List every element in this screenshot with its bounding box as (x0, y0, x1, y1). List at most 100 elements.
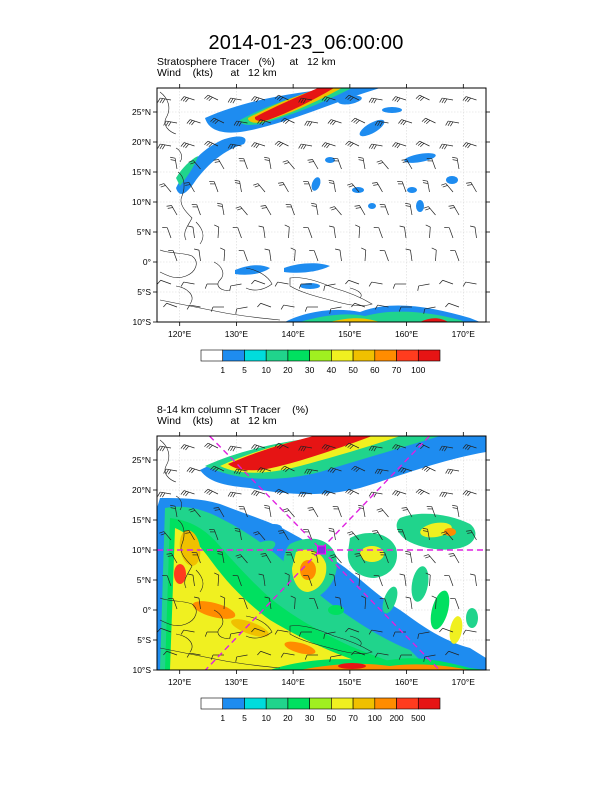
wind-barb (260, 302, 272, 308)
wind-barb (377, 120, 389, 124)
wind-barb-feather (345, 280, 349, 285)
lon-label: 150°E (338, 329, 362, 339)
wind-barb-feather (257, 303, 261, 308)
lat-label: 10°N (132, 197, 151, 207)
wind-barb (429, 227, 431, 239)
lon-label: 170°E (452, 329, 476, 339)
wind-barb-feather (274, 140, 279, 145)
wind-barb-feather (188, 508, 194, 511)
wind-barb-feather (190, 162, 196, 165)
wind-barb-feather (182, 491, 187, 496)
wind-barb (172, 250, 178, 262)
wind-barb-feather (373, 184, 379, 186)
wind-barb-feather (323, 491, 328, 496)
wind-barb-feather (165, 121, 169, 126)
wind-barb (395, 490, 407, 495)
wind-barb-feather (329, 308, 332, 314)
wind-barb-feather (186, 304, 190, 310)
wind-barb (431, 506, 436, 518)
wind-barb-feather (345, 442, 350, 447)
wind-barb-feather (396, 143, 401, 149)
wind-barb (330, 654, 342, 658)
wind-barb-feather (444, 446, 448, 452)
wind-barb-feather (253, 445, 258, 450)
wind-barb-feather (467, 184, 473, 186)
wind-barb-feather (354, 553, 360, 555)
wind-barb (456, 158, 460, 170)
wind-barb (427, 181, 430, 193)
wind-barb-feather (210, 117, 215, 122)
wind-barb-feather (229, 285, 232, 291)
wind-barb (160, 279, 172, 285)
wind-barb (166, 120, 178, 124)
wind-barb-feather (420, 97, 425, 101)
wind-barb-feather (162, 144, 166, 150)
wind-barb-feather (279, 143, 284, 147)
lat-label: 20°N (132, 485, 151, 495)
wind-barb-feather (439, 445, 443, 451)
wind-barb-feather (372, 530, 378, 532)
wind-barb (315, 204, 319, 216)
wind-barb-feather (444, 98, 448, 104)
wind-barb-feather (303, 492, 307, 498)
wind-barb-feather (373, 532, 379, 534)
wind-barb (166, 650, 178, 656)
wind-barb-feather (180, 281, 184, 287)
colorbar-label: 30 (305, 365, 315, 375)
wind-barb-feather (255, 97, 260, 103)
wind-barb (192, 575, 195, 587)
wind-barb-feather (264, 159, 270, 161)
colorbar-swatch (352, 697, 376, 710)
wind-barb-feather (462, 444, 467, 449)
wind-barb-feather (347, 443, 352, 448)
wind-barb (230, 97, 242, 101)
colorbar-label: 100 (411, 365, 425, 375)
wind-barb-feather (232, 446, 236, 452)
wind-barb-feather (462, 281, 466, 287)
wind-barb-feather (274, 94, 279, 99)
wind-barb (371, 97, 383, 101)
wind-barb-feather (368, 629, 372, 635)
wind-barb (333, 575, 336, 587)
wind-barb-feather (405, 202, 411, 205)
wind-barb-feather (162, 446, 166, 452)
wind-barb-feather (405, 550, 411, 553)
wind-barb-feather (351, 303, 355, 308)
wind-barb-feather (347, 141, 352, 146)
wind-barb (406, 159, 413, 170)
wind-barb-feather (466, 530, 472, 532)
wind-barb-feather (426, 120, 431, 124)
wind-barb-feather (182, 143, 187, 148)
wind-barb-feather (371, 446, 375, 451)
wind-barb-feather (274, 281, 278, 287)
wind-barb-feather (280, 652, 284, 658)
wind-barb (376, 182, 383, 193)
wind-barb-feather (426, 468, 431, 472)
wind-barb-feather (204, 140, 209, 145)
wind-barb-feather (184, 530, 190, 532)
wind-barb-feather (264, 504, 270, 507)
wind-barb-feather (392, 444, 396, 449)
wind-barb-feather (214, 224, 219, 228)
wind-barb-feather (464, 491, 469, 496)
wind-barb-feather (303, 98, 307, 104)
wind-barb-feather (420, 143, 425, 147)
wind-barb-feather (167, 555, 173, 557)
wind-barb (163, 183, 172, 193)
map-border (156, 435, 487, 671)
wind-barb-feather (423, 206, 429, 209)
wind-barb (424, 654, 436, 658)
wind-barb-feather (441, 492, 445, 497)
wind-barb-feather (358, 156, 364, 159)
wind-barb (448, 575, 454, 587)
top-subtitle-tracer: Stratosphere Tracer (%) at 12 km (157, 56, 336, 68)
wind-barb (395, 444, 407, 449)
bottom-map-panel: 25°N 20°N 15°N 10°N 5°N 0° 5°S 10°S 120°E 130°E 14… (132, 432, 490, 723)
lat-label: 10°N (132, 545, 151, 555)
wind-barb (189, 119, 201, 124)
wind-barb (448, 227, 454, 239)
wind-barb-feather (470, 225, 476, 228)
wind-barb-feather (194, 596, 200, 599)
wind-barb (378, 227, 383, 239)
